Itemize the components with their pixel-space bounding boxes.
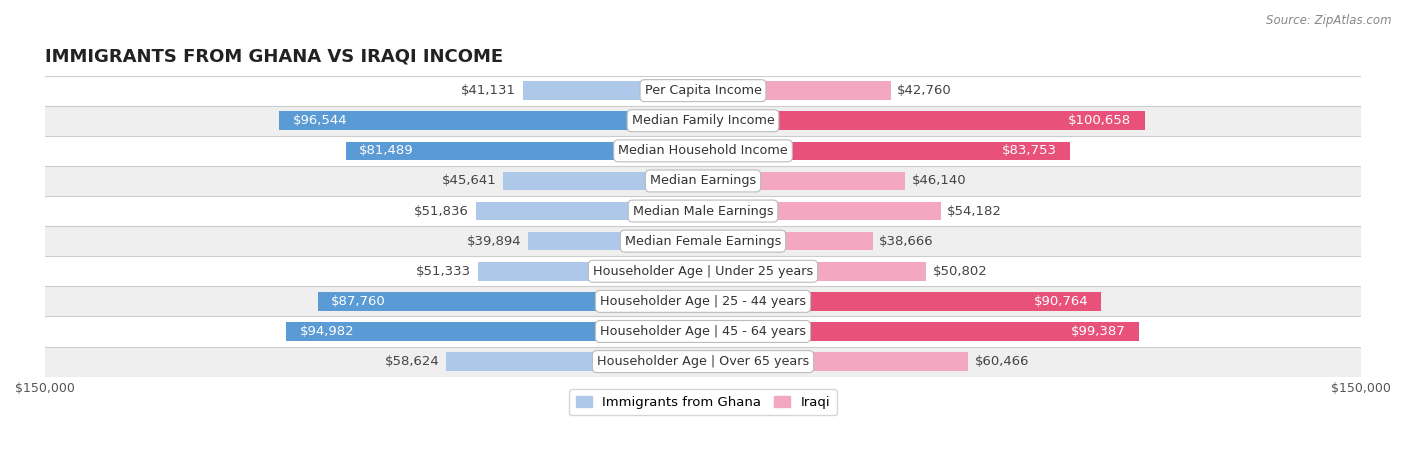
Bar bbox=[703, 171, 905, 190]
Text: Householder Age | Over 65 years: Householder Age | Over 65 years bbox=[598, 355, 808, 368]
Bar bbox=[703, 202, 941, 220]
Bar bbox=[346, 142, 703, 160]
Bar bbox=[446, 352, 703, 371]
Bar bbox=[45, 136, 1361, 166]
Text: $39,894: $39,894 bbox=[467, 234, 522, 248]
Bar bbox=[45, 347, 1361, 377]
Text: $96,544: $96,544 bbox=[292, 114, 347, 127]
Text: Median Female Earnings: Median Female Earnings bbox=[624, 234, 782, 248]
Bar bbox=[318, 292, 703, 311]
Bar bbox=[703, 81, 890, 100]
Text: Per Capita Income: Per Capita Income bbox=[644, 84, 762, 97]
Text: Householder Age | 45 - 64 years: Householder Age | 45 - 64 years bbox=[600, 325, 806, 338]
Bar bbox=[703, 292, 1101, 311]
Bar bbox=[45, 106, 1361, 136]
Text: $46,140: $46,140 bbox=[912, 175, 967, 187]
Text: Median Household Income: Median Household Income bbox=[619, 144, 787, 157]
Text: Median Family Income: Median Family Income bbox=[631, 114, 775, 127]
Text: $38,666: $38,666 bbox=[879, 234, 934, 248]
Legend: Immigrants from Ghana, Iraqi: Immigrants from Ghana, Iraqi bbox=[569, 389, 837, 415]
Text: $81,489: $81,489 bbox=[359, 144, 413, 157]
Bar bbox=[478, 262, 703, 281]
Bar bbox=[703, 112, 1144, 130]
Text: Median Earnings: Median Earnings bbox=[650, 175, 756, 187]
Text: $58,624: $58,624 bbox=[384, 355, 439, 368]
Text: $99,387: $99,387 bbox=[1071, 325, 1126, 338]
Bar bbox=[45, 196, 1361, 226]
Bar bbox=[703, 232, 873, 250]
Text: $42,760: $42,760 bbox=[897, 84, 952, 97]
Text: $100,658: $100,658 bbox=[1069, 114, 1132, 127]
Text: Median Male Earnings: Median Male Earnings bbox=[633, 205, 773, 218]
Text: $83,753: $83,753 bbox=[1002, 144, 1057, 157]
Bar bbox=[280, 112, 703, 130]
Text: IMMIGRANTS FROM GHANA VS IRAQI INCOME: IMMIGRANTS FROM GHANA VS IRAQI INCOME bbox=[45, 48, 503, 66]
Bar bbox=[287, 322, 703, 341]
Text: Householder Age | Under 25 years: Householder Age | Under 25 years bbox=[593, 265, 813, 278]
Text: Householder Age | 25 - 44 years: Householder Age | 25 - 44 years bbox=[600, 295, 806, 308]
Text: Source: ZipAtlas.com: Source: ZipAtlas.com bbox=[1267, 14, 1392, 27]
Bar bbox=[45, 166, 1361, 196]
Bar bbox=[703, 262, 927, 281]
Text: $50,802: $50,802 bbox=[932, 265, 987, 278]
Bar bbox=[703, 322, 1139, 341]
Bar bbox=[45, 226, 1361, 256]
Bar bbox=[45, 76, 1361, 106]
Text: $45,641: $45,641 bbox=[441, 175, 496, 187]
Bar bbox=[475, 202, 703, 220]
Text: $54,182: $54,182 bbox=[948, 205, 1002, 218]
Text: $60,466: $60,466 bbox=[974, 355, 1029, 368]
Bar bbox=[703, 142, 1070, 160]
Text: $51,333: $51,333 bbox=[416, 265, 471, 278]
Text: $94,982: $94,982 bbox=[299, 325, 354, 338]
Text: $41,131: $41,131 bbox=[461, 84, 516, 97]
Bar bbox=[503, 171, 703, 190]
Bar bbox=[45, 256, 1361, 286]
Text: $87,760: $87,760 bbox=[332, 295, 385, 308]
Bar bbox=[45, 317, 1361, 347]
Text: $51,836: $51,836 bbox=[415, 205, 470, 218]
Bar bbox=[703, 352, 969, 371]
Bar bbox=[45, 286, 1361, 317]
Text: $90,764: $90,764 bbox=[1033, 295, 1088, 308]
Bar bbox=[523, 81, 703, 100]
Bar bbox=[529, 232, 703, 250]
